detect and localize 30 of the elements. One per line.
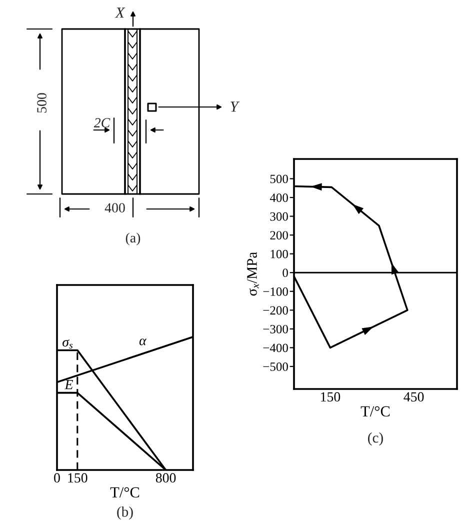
y-tick-label: −400 — [263, 344, 288, 352]
y-tick-label: −500 — [263, 362, 288, 371]
y-tick-label: 100 — [270, 250, 288, 258]
x-tick-label: 450 — [404, 392, 424, 402]
text: 2C — [94, 118, 110, 128]
y-tick-label: −100 — [263, 287, 288, 296]
x-tick-label: 150 — [68, 473, 88, 483]
x-axis-title: T/°C — [110, 487, 140, 498]
series-label: σ$_{s}$ — [62, 339, 73, 349]
x-tick-label: 0 — [54, 473, 60, 483]
text: (b) — [117, 506, 133, 520]
y-tick-label: −300 — [263, 324, 288, 334]
y-tick-label: 300 — [270, 212, 288, 221]
series-label: α — [139, 338, 147, 346]
series-label: E — [64, 380, 74, 390]
text: Y — [230, 102, 240, 112]
x-tick-label: 800 — [156, 473, 176, 483]
x-tick-label: 150 — [321, 392, 340, 402]
y-tick-label: −200 — [263, 306, 288, 315]
x-axis-title: T/°C — [360, 406, 390, 417]
text: (a) — [126, 232, 140, 246]
text: X — [114, 8, 126, 18]
y-tick-label: 200 — [270, 231, 288, 240]
y-axis-title: σ$_{x}$/MPa — [247, 252, 259, 296]
y-tick-label: 400 — [270, 194, 288, 202]
text: (c) — [368, 432, 383, 446]
y-tick-label: 500 — [270, 174, 288, 184]
text: 400 — [104, 203, 125, 212]
y-tick-label: 0 — [282, 268, 288, 278]
text: 500 — [37, 93, 46, 113]
